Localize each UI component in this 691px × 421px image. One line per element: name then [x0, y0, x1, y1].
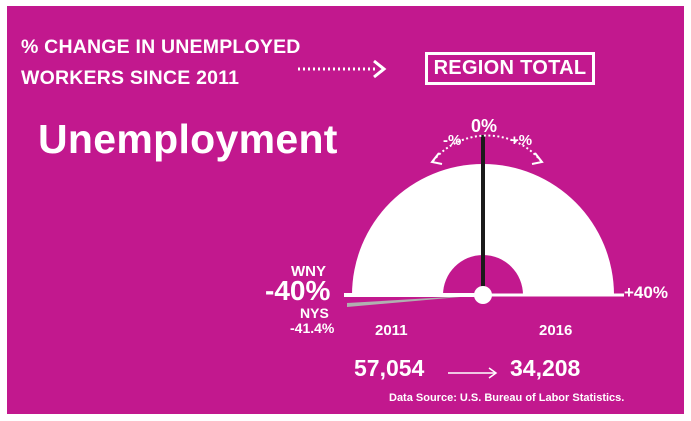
nys-value: -41.4%	[290, 320, 335, 336]
nys-label: NYS	[300, 305, 329, 321]
page-title: Unemployment	[38, 116, 338, 162]
region-total-button[interactable]: REGION TOTAL	[425, 52, 595, 85]
end-count: 34,208	[510, 355, 581, 381]
wny-value: -40%	[265, 275, 331, 306]
dotted-arrow-icon	[298, 59, 387, 79]
start-count: 57,054	[354, 355, 425, 381]
arc-arrow-right	[531, 152, 544, 165]
headline: % CHANGE IN UNEMPLOYED WORKERS SINCE 201…	[21, 32, 301, 94]
arc-arrow-left	[430, 152, 443, 165]
end-year-label: 2016	[539, 322, 573, 339]
headline-line-1: % CHANGE IN UNEMPLOYED	[21, 36, 301, 58]
right-arrow-icon	[448, 367, 498, 379]
needle-pivot	[474, 286, 492, 304]
minus-percent-label: -%	[443, 132, 462, 149]
unemployment-gauge	[344, 134, 624, 307]
max-percent-label: +40%	[624, 283, 668, 302]
infographic-panel: % CHANGE IN UNEMPLOYED WORKERS SINCE 201…	[7, 6, 684, 414]
plus-percent-label: +%	[510, 132, 533, 149]
data-source: Data Source: U.S. Bureau of Labor Statis…	[389, 392, 625, 404]
start-year-label: 2011	[375, 322, 408, 339]
zero-percent-label: 0%	[471, 116, 498, 136]
headline-line-2: WORKERS SINCE 2011	[21, 67, 240, 89]
nys-needle	[347, 295, 483, 307]
wny-label: WNY	[291, 263, 326, 280]
